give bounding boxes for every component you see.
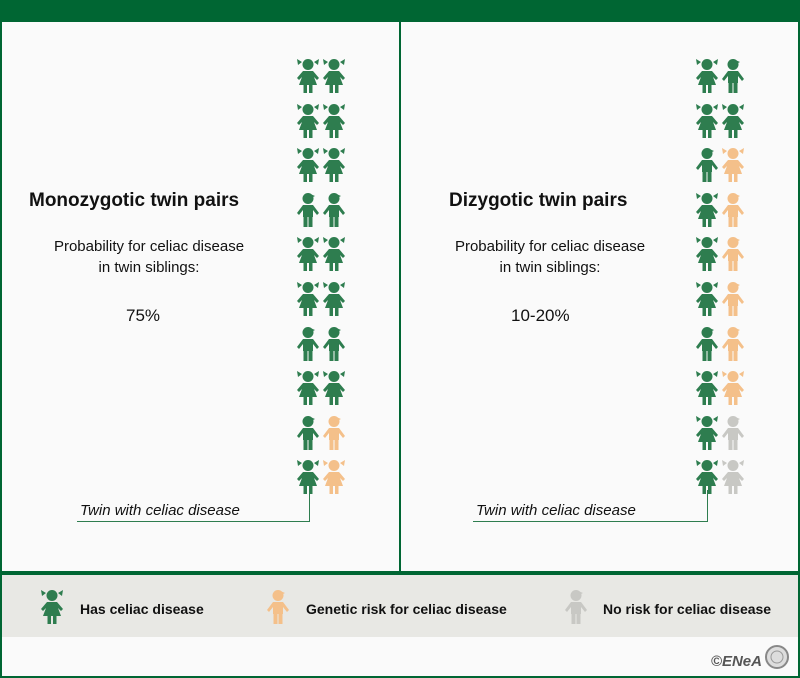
prob-line: in twin siblings: (98, 259, 200, 276)
top-bar (0, 0, 800, 20)
girl-no-risk-icon (721, 459, 745, 500)
legend-boy-genetic-risk-icon (266, 589, 290, 630)
legend-boy-no-risk-icon (564, 589, 588, 630)
girl-affected-icon (322, 103, 346, 144)
footer: ©ENeA (0, 637, 800, 678)
boy-genetic-risk-icon (721, 236, 745, 277)
boy-affected-icon (296, 326, 320, 367)
pointer-line (77, 490, 310, 522)
girl-affected-icon (695, 58, 719, 99)
girl-affected-icon (296, 370, 320, 411)
boy-genetic-risk-icon (721, 281, 745, 322)
legend-label: No risk for celiac disease (603, 601, 772, 617)
girl-affected-icon (322, 147, 346, 188)
boy-genetic-risk-icon (721, 326, 745, 367)
legend-label: Has celiac disease (80, 601, 204, 617)
probability-label: Probability for celiac disease in twin si… (439, 236, 661, 278)
boy-no-risk-icon (721, 415, 745, 456)
panel-title: Monozygotic twin pairs (29, 190, 240, 211)
girl-genetic-risk-icon (721, 147, 745, 188)
girl-affected-icon (695, 103, 719, 144)
probability-label: Probability for celiac disease in twin si… (38, 236, 260, 278)
legend-label: Genetic risk for celiac disease (306, 601, 507, 617)
girl-genetic-risk-icon (721, 370, 745, 411)
probability-value: 75% (126, 306, 161, 325)
girl-affected-icon (695, 236, 719, 277)
prob-line: Probability for celiac disease (454, 238, 646, 255)
girl-affected-icon (695, 192, 719, 233)
girl-affected-icon (296, 58, 320, 99)
enea-logo-icon (765, 645, 789, 669)
girl-affected-icon (695, 370, 719, 411)
boy-affected-icon (296, 192, 320, 233)
girl-affected-icon (296, 103, 320, 144)
girl-affected-icon (695, 459, 719, 500)
probability-value: 10-20% (511, 306, 570, 325)
boy-genetic-risk-icon (721, 192, 745, 233)
boy-affected-icon (322, 192, 346, 233)
girl-affected-icon (322, 281, 346, 322)
boy-affected-icon (296, 415, 320, 456)
girl-affected-icon (322, 370, 346, 411)
pointer-line (473, 490, 708, 522)
girl-affected-icon (695, 415, 719, 456)
copyright: ©ENeA (710, 653, 762, 670)
girl-affected-icon (721, 103, 745, 144)
boy-affected-icon (695, 147, 719, 188)
monozygotic-panel: Monozygotic twin pairs Probability for c… (0, 20, 401, 573)
girl-affected-icon (322, 58, 346, 99)
girl-affected-icon (296, 236, 320, 277)
girl-affected-icon (296, 281, 320, 322)
boy-genetic-risk-icon (322, 415, 346, 456)
girl-affected-icon (296, 459, 320, 500)
panel-title: Dizygotic twin pairs (449, 190, 628, 211)
legend: Has celiac disease Genetic risk for celi… (0, 573, 800, 639)
twin-label: Twin with celiac disease (80, 502, 240, 519)
girl-affected-icon (296, 147, 320, 188)
boy-affected-icon (322, 326, 346, 367)
girl-affected-icon (322, 236, 346, 277)
legend-girl-affected-icon (40, 589, 64, 630)
boy-affected-icon (695, 326, 719, 367)
girl-affected-icon (695, 281, 719, 322)
boy-affected-icon (721, 58, 745, 99)
prob-line: Probability for celiac disease (53, 238, 245, 255)
twin-label: Twin with celiac disease (476, 502, 636, 519)
dizygotic-panel: Dizygotic twin pairs Probability for cel… (399, 20, 800, 573)
girl-genetic-risk-icon (322, 459, 346, 500)
prob-line: in twin siblings: (499, 259, 601, 276)
